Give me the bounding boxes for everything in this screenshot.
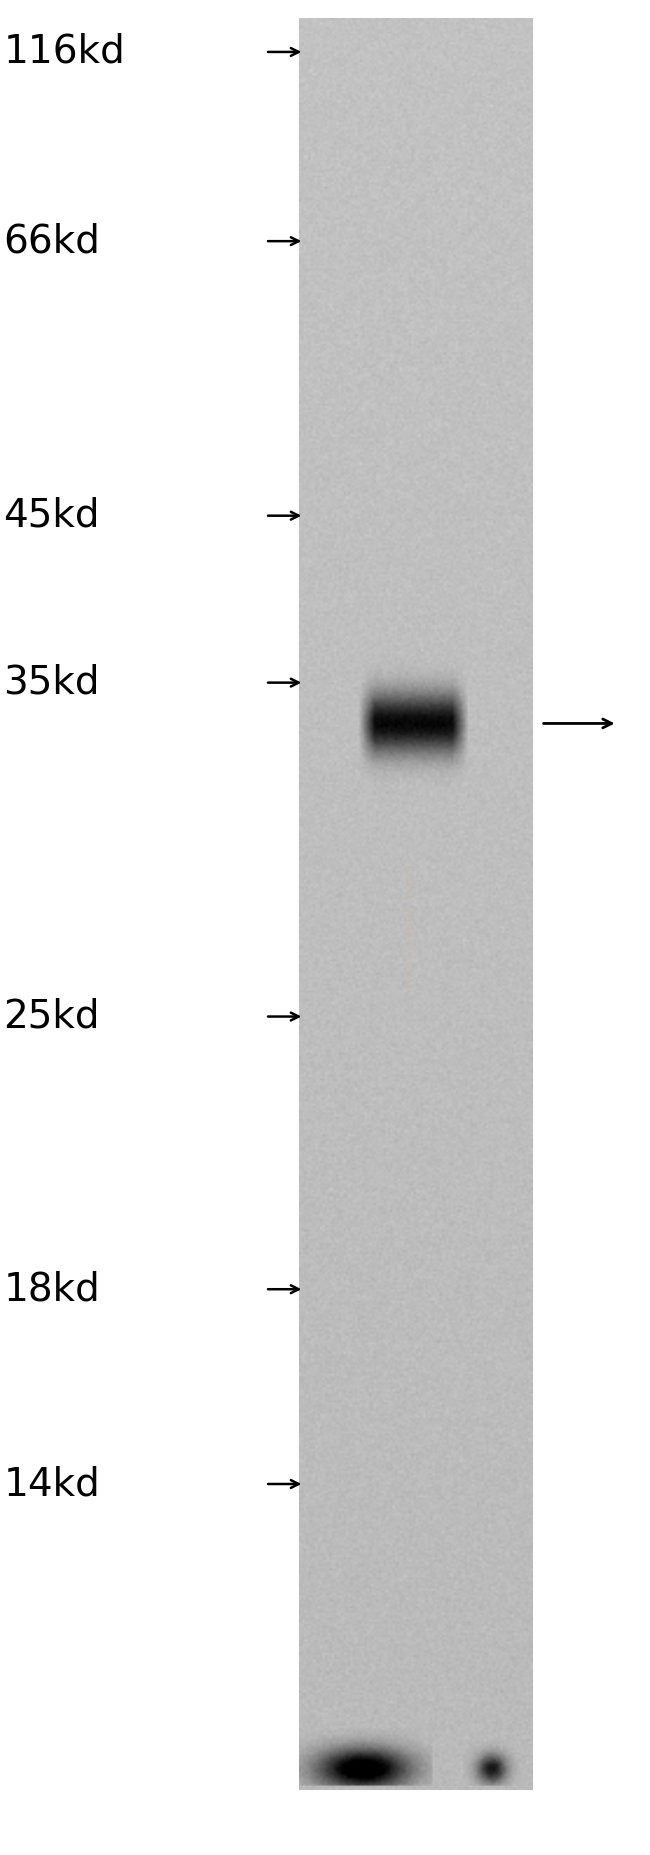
Text: www.ptglab.com: www.ptglab.com xyxy=(402,866,417,989)
Text: 25kd: 25kd xyxy=(3,998,99,1035)
Text: 45kd: 45kd xyxy=(3,497,99,534)
Text: 116kd: 116kd xyxy=(3,33,125,70)
Text: 14kd: 14kd xyxy=(3,1465,100,1503)
Text: 35kd: 35kd xyxy=(3,664,99,701)
Text: 18kd: 18kd xyxy=(3,1271,100,1308)
Text: 66kd: 66kd xyxy=(3,223,100,260)
